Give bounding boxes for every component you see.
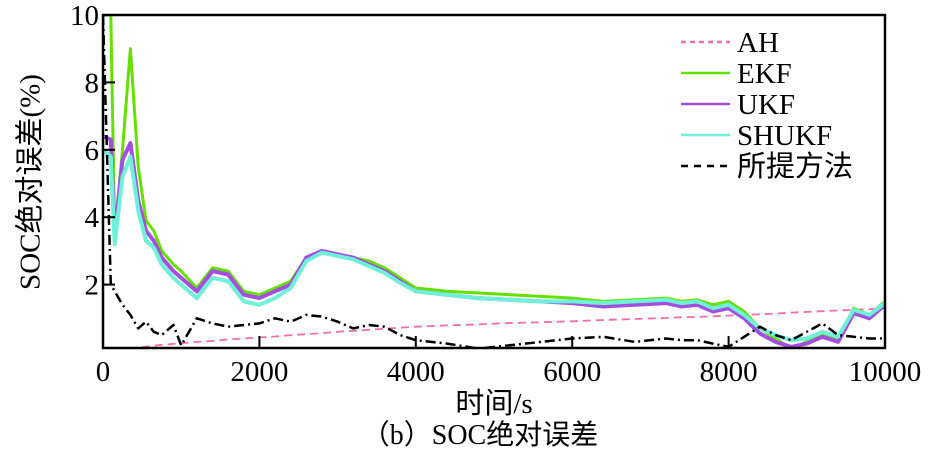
x-tick-label: 0 [96, 356, 111, 388]
y-tick-label: 2 [85, 270, 100, 302]
x-tick-label: 10000 [849, 356, 922, 388]
x-axis-ticks: 0 2000 4000 6000 8000 10000 [96, 336, 922, 388]
x-tick-label: 2000 [230, 356, 288, 388]
y-axis-title: SOC绝对误差(%) [14, 74, 47, 290]
legend-label-3: SHUKF [737, 120, 832, 152]
y-tick-label: 6 [85, 135, 100, 167]
x-tick-label: 8000 [700, 356, 758, 388]
series-line-4 [103, 15, 885, 348]
legend-label-4: 所提方法 [737, 150, 853, 183]
plot-frame [101, 13, 887, 350]
legend-label-2: UKF [737, 89, 795, 121]
soc-error-chart: 0 2000 4000 6000 8000 10000 2 4 6 8 10 SOC绝对误差(%)… [14, 0, 922, 420]
y-axis-ticks: 2 4 6 8 10 [70, 0, 115, 302]
x-axis-title: 时间/s [455, 387, 532, 420]
x-tick-label: 6000 [543, 356, 601, 388]
series-lines [103, 15, 885, 348]
x-tick-label: 4000 [387, 356, 445, 388]
y-tick-label: 10 [70, 0, 99, 32]
legend-label-0: AH [737, 27, 779, 59]
y-tick-label: 8 [85, 67, 100, 99]
y-tick-label: 4 [85, 202, 100, 234]
series-line-0 [127, 307, 885, 348]
figure-caption: （b）SOC绝对误差 [361, 420, 599, 451]
legend-label-1: EKF [737, 58, 792, 90]
